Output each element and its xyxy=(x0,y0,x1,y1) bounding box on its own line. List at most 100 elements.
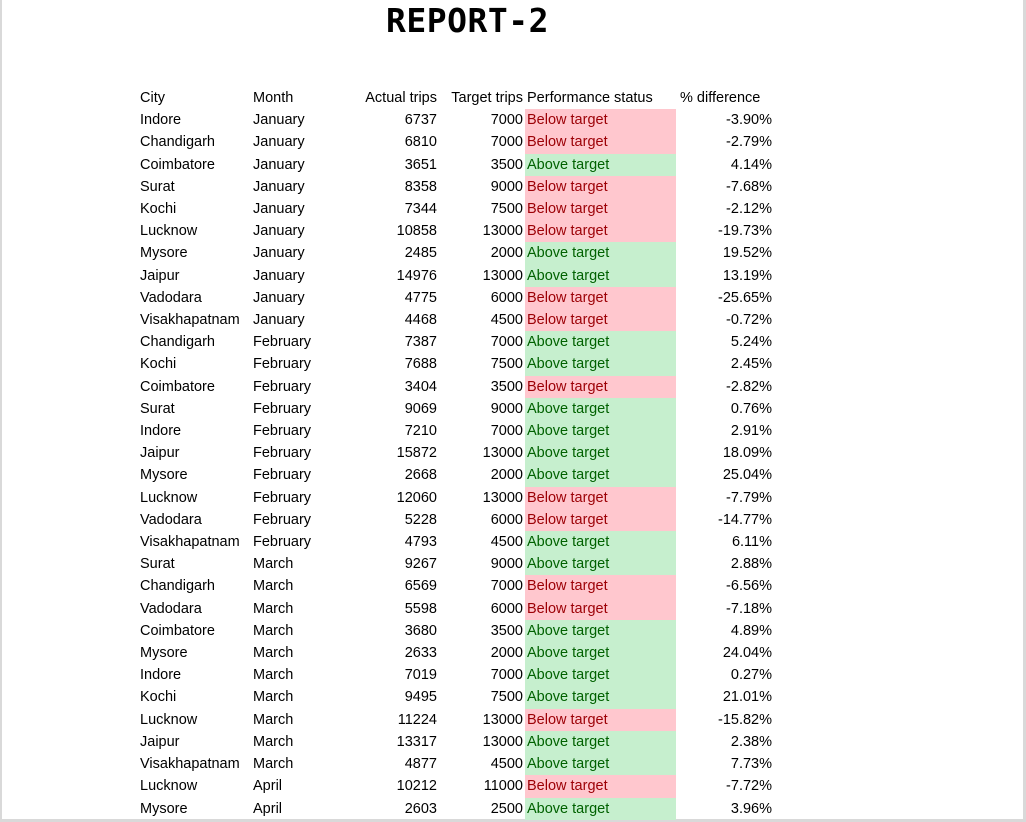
cell-month: March xyxy=(253,556,294,573)
cell-month: February xyxy=(253,489,312,506)
table-row: Lucknow January 10858 13000 Below target -19.… xyxy=(138,220,772,243)
cell-city: Mysore xyxy=(140,467,188,484)
cell-percent-difference: -2.82% xyxy=(726,378,772,395)
cell-actual-trips: 15872 xyxy=(396,445,437,462)
table-row: Mysore February 2668 2000 Above target 25.04% xyxy=(138,464,772,487)
cell-target-trips: 9000 xyxy=(490,400,523,417)
cell-city: Coimbatore xyxy=(140,622,215,639)
cell-percent-difference: 19.52% xyxy=(722,245,772,262)
cell-percent-difference: 7.73% xyxy=(730,756,772,773)
cell-city: Mysore xyxy=(140,800,188,817)
table-row: Chandigarh February 7387 7000 Above target 5.… xyxy=(138,331,772,354)
table-row: Lucknow March 11224 13000 Below target -15.82… xyxy=(138,708,772,731)
cell-actual-trips: 5598 xyxy=(404,600,437,617)
cell-performance-status: Above target xyxy=(525,242,676,265)
cell-performance-status: Below target xyxy=(525,597,676,620)
cell-month: January xyxy=(253,112,305,129)
cell-performance-status: Below target xyxy=(525,220,676,243)
cell-month: January xyxy=(253,178,305,195)
cell-city: Visakhapatnam xyxy=(140,312,240,329)
cell-actual-trips: 7688 xyxy=(404,356,437,373)
header-month: Month xyxy=(253,90,294,106)
cell-month: March xyxy=(253,733,294,750)
cell-city: Indore xyxy=(140,112,182,129)
cell-target-trips: 7000 xyxy=(490,423,523,440)
cell-actual-trips: 2603 xyxy=(404,800,437,817)
cell-city: Lucknow xyxy=(140,489,198,506)
cell-month: February xyxy=(253,378,312,395)
cell-target-trips: 7500 xyxy=(490,356,523,373)
cell-actual-trips: 12060 xyxy=(396,489,437,506)
table-row: Coimbatore January 3651 3500 Above target 4.1… xyxy=(138,153,772,176)
cell-actual-trips: 3404 xyxy=(404,378,437,395)
cell-actual-trips: 2485 xyxy=(404,245,437,262)
cell-city: Indore xyxy=(140,667,182,684)
cell-percent-difference: 21.01% xyxy=(722,689,772,706)
cell-city: Coimbatore xyxy=(140,156,215,173)
cell-target-trips: 4500 xyxy=(490,312,523,329)
cell-performance-status: Below target xyxy=(525,508,676,532)
cell-performance-status: Above target xyxy=(525,264,676,287)
cell-percent-difference: 18.09% xyxy=(722,445,772,462)
cell-month: February xyxy=(253,400,312,417)
cell-actual-trips: 4468 xyxy=(404,312,437,329)
cell-performance-status: Above target xyxy=(525,664,676,687)
header-actual-trips: Actual trips xyxy=(365,90,437,106)
table-row: Coimbatore February 3404 3500 Below target -2… xyxy=(138,375,772,398)
cell-month: January xyxy=(253,156,305,173)
cell-actual-trips: 9069 xyxy=(404,400,437,417)
cell-month: January xyxy=(253,245,305,262)
cell-percent-difference: -6.56% xyxy=(726,578,772,595)
cell-percent-difference: -3.90% xyxy=(726,112,772,129)
cell-city: Mysore xyxy=(140,645,188,662)
cell-month: February xyxy=(253,356,312,373)
table-row: Indore January 6737 7000 Below target -3.90% xyxy=(138,109,772,132)
cell-city: Mysore xyxy=(140,245,188,262)
cell-target-trips: 13000 xyxy=(482,733,523,750)
cell-month: March xyxy=(253,667,294,684)
cell-target-trips: 7000 xyxy=(490,112,523,129)
cell-performance-status: Above target xyxy=(525,353,676,376)
cell-city: Chandigarh xyxy=(140,334,215,351)
cell-percent-difference: 5.24% xyxy=(730,334,772,351)
cell-target-trips: 7000 xyxy=(490,667,523,684)
cell-target-trips: 7500 xyxy=(490,689,523,706)
cell-target-trips: 7000 xyxy=(490,578,523,595)
cell-actual-trips: 11224 xyxy=(397,711,437,728)
cell-performance-status: Above target xyxy=(525,153,676,176)
header-performance-status: Performance status xyxy=(527,90,653,106)
table-row: Coimbatore March 3680 3500 Above target 4.89% xyxy=(138,619,772,643)
header-row: City Month Actual trips Target trips Per… xyxy=(138,87,772,109)
cell-performance-status: Below target xyxy=(525,309,676,332)
cell-target-trips: 2500 xyxy=(490,800,523,817)
cell-city: Vadodara xyxy=(140,511,202,528)
cell-city: Kochi xyxy=(140,201,177,218)
cell-month: January xyxy=(253,201,305,218)
cell-month: March xyxy=(253,645,294,662)
cell-target-trips: 7000 xyxy=(490,134,523,151)
header-target-trips: Target trips xyxy=(451,90,523,106)
cell-percent-difference: -7.18% xyxy=(726,600,772,617)
cell-city: Kochi xyxy=(140,356,177,373)
cell-actual-trips: 4793 xyxy=(404,534,437,551)
cell-actual-trips: 3680 xyxy=(404,622,437,639)
cell-target-trips: 3500 xyxy=(490,622,523,639)
cell-target-trips: 6000 xyxy=(490,511,523,528)
table-row: Jaipur March 13317 13000 Above target 2.38% xyxy=(138,730,772,754)
cell-percent-difference: 2.38% xyxy=(730,733,772,750)
cell-month: January xyxy=(253,289,305,306)
cell-percent-difference: -7.72% xyxy=(726,778,772,795)
cell-performance-status: Below target xyxy=(525,486,676,509)
cell-actual-trips: 9495 xyxy=(404,689,437,706)
cell-city: Chandigarh xyxy=(140,578,215,595)
header-percent-difference: % difference xyxy=(680,90,761,106)
cell-percent-difference: 25.04% xyxy=(722,467,772,484)
cell-city: Surat xyxy=(140,178,175,195)
cell-performance-status: Above target xyxy=(525,397,676,421)
cell-percent-difference: 4.14% xyxy=(730,156,772,173)
cell-actual-trips: 7344 xyxy=(404,201,437,218)
cell-target-trips: 6000 xyxy=(490,289,523,306)
cell-actual-trips: 4775 xyxy=(404,289,437,306)
cell-actual-trips: 4877 xyxy=(404,756,437,773)
cell-month: February xyxy=(253,423,312,440)
